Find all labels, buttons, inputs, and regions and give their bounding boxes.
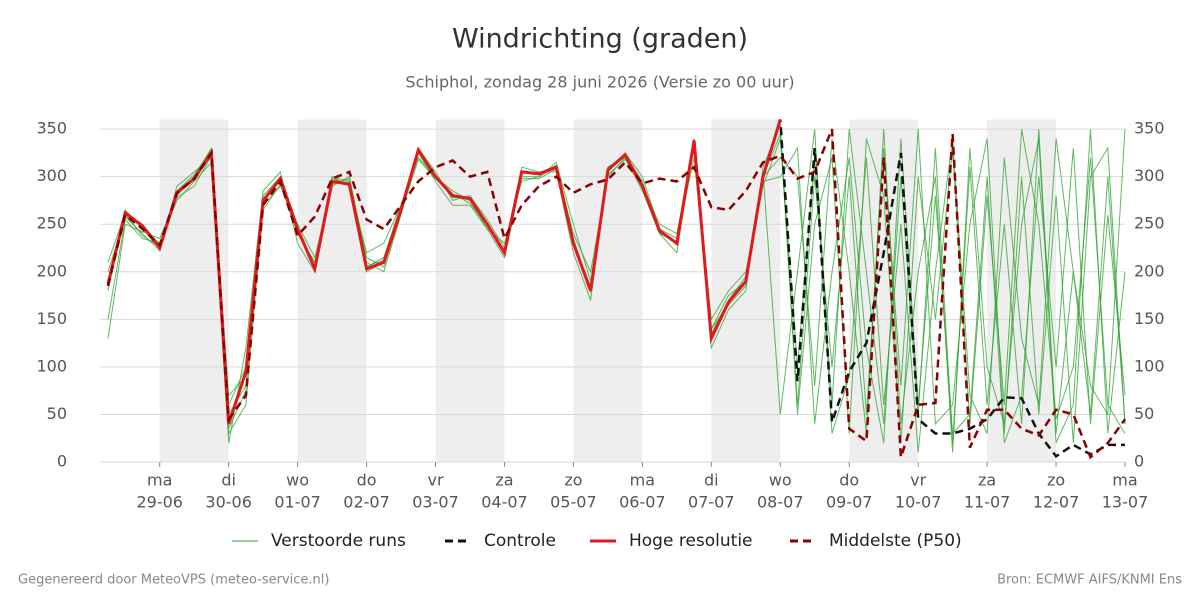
series-line bbox=[106, 119, 782, 425]
y-tick-label: 250 bbox=[36, 214, 67, 233]
x-tick-date: 06-07 bbox=[619, 493, 666, 512]
day-band bbox=[297, 119, 367, 462]
x-tick-day: wo bbox=[769, 471, 792, 490]
x-tick-day: vr bbox=[427, 471, 443, 490]
y2-tick-label: 300 bbox=[1134, 166, 1165, 185]
series-line bbox=[106, 128, 1126, 460]
legend-label: Middelste (P50) bbox=[829, 531, 962, 551]
x-tick-date: 05-07 bbox=[550, 493, 597, 512]
day-band bbox=[159, 119, 229, 462]
legend-label: Verstoorde runs bbox=[271, 531, 406, 551]
y-tick-label: 300 bbox=[36, 166, 67, 185]
x-tick-date: 04-07 bbox=[481, 493, 528, 512]
y2-tick-label: 50 bbox=[1134, 404, 1154, 423]
y-tick-label: 100 bbox=[36, 356, 67, 375]
y2-tick-label: 250 bbox=[1134, 214, 1165, 233]
x-tick-date: 02-07 bbox=[343, 493, 390, 512]
y-tick-label: 200 bbox=[36, 261, 67, 280]
x-tick-date: 03-07 bbox=[412, 493, 459, 512]
day-band bbox=[435, 119, 505, 462]
y2-tick-label: 150 bbox=[1134, 309, 1165, 328]
chart-title: Windrichting (graden) bbox=[452, 24, 748, 55]
y-tick-label: 150 bbox=[36, 309, 67, 328]
x-tick-date: 13-07 bbox=[1102, 493, 1149, 512]
x-tick-date: 09-07 bbox=[826, 493, 873, 512]
y2-tick-label: 350 bbox=[1134, 119, 1165, 138]
legend: Verstoorde runs Controle Hoge resolutie Mid… bbox=[232, 531, 962, 551]
x-tick-day: zo bbox=[564, 471, 582, 490]
x-tick-day: vr bbox=[910, 471, 926, 490]
x-tick-day: do bbox=[357, 471, 377, 490]
x-tick-date: 12-07 bbox=[1033, 493, 1080, 512]
axes: 0 0 50 50 100 100 150 150 200 200 250 250 300 300 350 3… bbox=[36, 119, 1164, 512]
x-tick-date: 07-07 bbox=[688, 493, 735, 512]
y-tick-label: 0 bbox=[57, 452, 67, 471]
x-tick-day: di bbox=[704, 471, 719, 490]
legend-label: Controle bbox=[484, 531, 556, 551]
y-tick-label: 50 bbox=[47, 404, 67, 423]
x-tick-day: zo bbox=[1047, 471, 1065, 490]
plot-area bbox=[106, 119, 1126, 460]
x-tick-day: za bbox=[978, 471, 996, 490]
x-tick-day: ma bbox=[147, 471, 172, 490]
y-tick-label: 350 bbox=[36, 119, 67, 138]
x-tick-day: ma bbox=[1112, 471, 1137, 490]
x-tick-date: 29-06 bbox=[136, 493, 183, 512]
x-tick-day: ma bbox=[630, 471, 655, 490]
x-tick-date: 11-07 bbox=[964, 493, 1011, 512]
x-tick-date: 08-07 bbox=[757, 493, 804, 512]
footer-right: Bron: ECMWF AIFS/KNMI Ens bbox=[997, 573, 1182, 588]
x-tick-date: 30-06 bbox=[205, 493, 252, 512]
footer-left: Gegenereerd door MeteoVPS (meteo-service… bbox=[18, 573, 329, 588]
x-tick-day: di bbox=[221, 471, 236, 490]
chart-subtitle: Schiphol, zondag 28 juni 2026 (Versie zo… bbox=[405, 73, 794, 92]
ensemble-run bbox=[107, 138, 1126, 444]
x-tick-date: 10-07 bbox=[895, 493, 942, 512]
legend-label: Hoge resolutie bbox=[629, 531, 753, 551]
x-tick-day: do bbox=[839, 471, 859, 490]
y2-tick-label: 0 bbox=[1134, 452, 1144, 471]
y2-tick-label: 100 bbox=[1134, 356, 1165, 375]
y2-tick-label: 200 bbox=[1134, 261, 1165, 280]
x-tick-date: 01-07 bbox=[274, 493, 321, 512]
x-tick-day: za bbox=[495, 471, 513, 490]
x-tick-day: wo bbox=[286, 471, 309, 490]
